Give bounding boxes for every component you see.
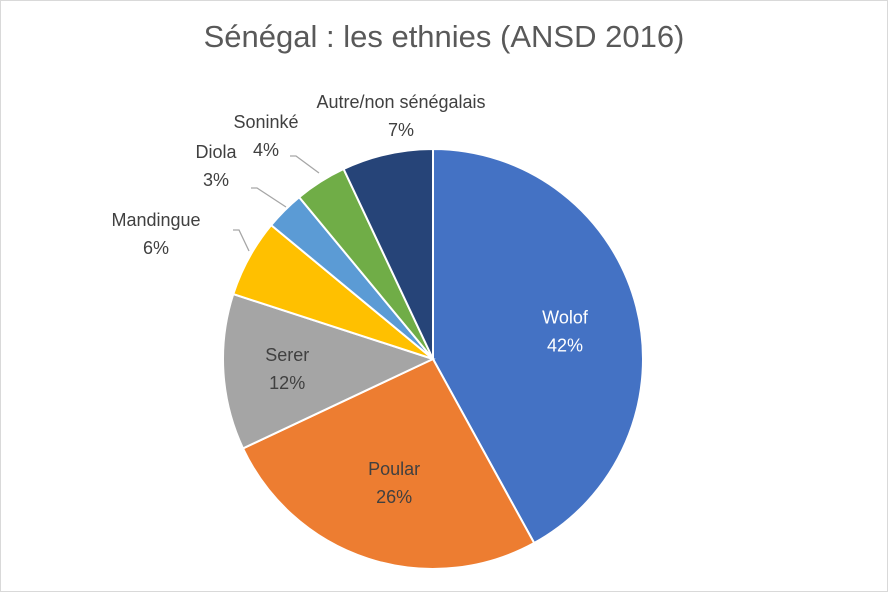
- slice-label-diola: Diola: [195, 142, 237, 162]
- leader-line-soninke: [290, 155, 320, 174]
- pie-slice-wolof: [432, 147, 644, 545]
- slice-label-poular: Poular: [368, 459, 420, 479]
- slice-label-autre-non-senegalais: Autre/non sénégalais: [316, 92, 485, 112]
- leader-line-mandingue: [233, 229, 250, 252]
- slice-value-autre-non-senegalais: 7%: [388, 120, 414, 140]
- chart-title: Sénégal : les ethnies (ANSD 2016): [203, 19, 685, 54]
- slice-label-wolof: Wolof: [542, 308, 589, 328]
- slice-value-soninke: 4%: [253, 140, 279, 160]
- slice-value-diola: 3%: [203, 170, 229, 190]
- pie-slice-poular: [241, 357, 536, 570]
- leader-line-diola: [251, 187, 287, 208]
- pie-slice-serer: [222, 292, 436, 450]
- slice-value-mandingue: 6%: [143, 238, 169, 258]
- slice-value-poular: 26%: [376, 487, 412, 507]
- slice-label-mandingue: Mandingue: [111, 210, 200, 230]
- pie-slice-autre-non-senegalais: [342, 147, 434, 360]
- slice-value-wolof: 42%: [547, 336, 583, 356]
- slice-value-serer: 12%: [269, 373, 305, 393]
- slice-label-serer: Serer: [265, 345, 309, 365]
- slice-label-soninke: Soninké: [233, 112, 298, 132]
